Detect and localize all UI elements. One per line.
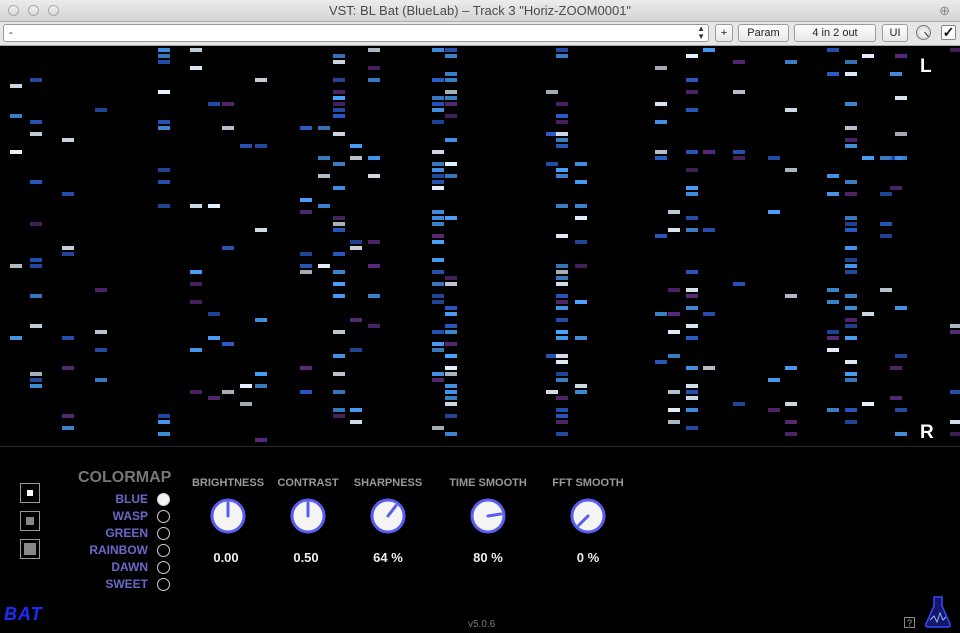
radio-button[interactable]: [157, 578, 170, 591]
help-button[interactable]: ?: [904, 617, 915, 628]
sharpness-knob[interactable]: [370, 498, 406, 534]
radio-button[interactable]: [157, 544, 170, 557]
minimize-window-button[interactable]: [28, 5, 39, 16]
view-mode-small-button[interactable]: [20, 483, 40, 503]
radio-button[interactable]: [157, 561, 170, 574]
colormap-title: COLORMAP: [78, 469, 172, 486]
window-title: VST: BL Bat (BlueLab) – Track 3 "Horiz-Z…: [328, 3, 632, 18]
time-smooth-title: TIME SMOOTH: [449, 477, 527, 489]
brightness-value: 0.00: [213, 550, 239, 565]
knob-indicator: [386, 504, 398, 518]
colormap-option-label: DAWN: [111, 560, 148, 574]
knob-indicator: [486, 512, 503, 518]
control-panel: COLORMAP BLUE WASP GREEN RAINBOW DAWN SW…: [0, 447, 960, 633]
preset-value: -: [9, 27, 13, 39]
colormap-option-label: RAINBOW: [89, 543, 148, 557]
colormap-option-label: WASP: [112, 509, 148, 523]
colormap-option-label: BLUE: [115, 492, 148, 506]
view-mode-medium-button[interactable]: [20, 511, 40, 531]
window-title-bar: VST: BL Bat (BlueLab) – Track 3 "Horiz-Z…: [0, 0, 960, 22]
time-smooth-knob[interactable]: [470, 498, 506, 534]
colormap-option-rainbow[interactable]: RAINBOW: [60, 543, 170, 560]
brightness-knob[interactable]: [210, 498, 246, 534]
radio-button[interactable]: [157, 527, 170, 540]
close-window-button[interactable]: [8, 5, 19, 16]
contrast-knob[interactable]: [290, 498, 326, 534]
preset-select[interactable]: - ▲ ▼: [3, 24, 709, 42]
add-preset-button[interactable]: +: [715, 24, 733, 42]
colormap-option-wasp[interactable]: WASP: [60, 509, 170, 526]
view-mode-large-button[interactable]: [20, 539, 40, 559]
contrast-value: 0.50: [293, 550, 319, 565]
fft-smooth-title: FFT SMOOTH: [552, 477, 624, 489]
colormap-option-label: SWEET: [105, 577, 148, 591]
contrast-title: CONTRAST: [277, 477, 339, 489]
sharpness-title: SHARPNESS: [353, 477, 423, 489]
colormap-option-blue[interactable]: BLUE: [60, 492, 170, 509]
left-channel-label: L: [920, 56, 932, 77]
ui-button[interactable]: UI: [882, 24, 908, 42]
colormap-option-label: GREEN: [105, 526, 148, 540]
divider: [0, 446, 960, 447]
host-toolbar: - ▲ ▼ + Param 4 in 2 out UI ✓: [0, 22, 960, 46]
radio-button[interactable]: [157, 510, 170, 523]
knob-indicator: [577, 514, 590, 527]
radio-button[interactable]: [157, 493, 170, 506]
spectrogram-image: [10, 48, 960, 442]
right-channel-label: R: [920, 422, 934, 443]
param-button[interactable]: Param: [738, 24, 789, 42]
fft-smooth-value: 0 %: [576, 550, 600, 565]
fft-smooth-knob[interactable]: [570, 498, 606, 534]
bat-logo: BAT: [4, 604, 43, 624]
colormap-option-dawn[interactable]: DAWN: [60, 560, 170, 577]
wet-dry-knob[interactable]: [916, 25, 931, 40]
updown-arrows-icon: ▲ ▼: [697, 24, 705, 41]
io-config-button[interactable]: 4 in 2 out: [794, 24, 876, 42]
sharpness-value: 64 %: [373, 550, 403, 565]
bypass-checkbox[interactable]: ✓: [941, 24, 956, 40]
time-smooth-value: 80 %: [473, 550, 503, 565]
version-label: v5.0.6: [468, 619, 496, 630]
colormap-option-sweet[interactable]: SWEET: [60, 577, 170, 594]
colormap-option-green[interactable]: GREEN: [60, 526, 170, 543]
spectrogram-view[interactable]: L R: [0, 46, 960, 446]
brightness-title: BRIGHTNESS: [191, 477, 265, 489]
bluelab-flask-icon[interactable]: [924, 595, 952, 629]
zoom-window-button[interactable]: [48, 5, 59, 16]
pin-icon[interactable]: ⊕: [939, 3, 950, 18]
